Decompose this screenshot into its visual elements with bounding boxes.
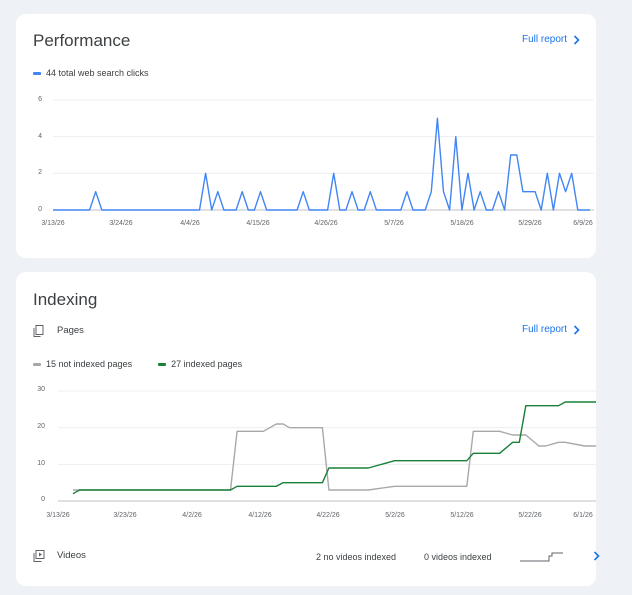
indexing-title: Indexing [33, 290, 98, 309]
full-report-label: Full report [521, 324, 567, 335]
y-tick-10: 10 [37, 460, 45, 467]
x-tick-label: 4/2/26 [182, 512, 202, 519]
legend-label-not-indexed: 15 not indexed pages [46, 359, 133, 369]
video-icon [33, 550, 45, 562]
performance-legend[interactable]: 44 total web search clicks [33, 68, 149, 78]
y-tick-6: 6 [38, 96, 42, 103]
pages-label: Pages [57, 325, 84, 336]
x-tick-label: 3/23/26 [113, 512, 137, 519]
legend-indexed[interactable]: 27 indexed pages [158, 359, 242, 369]
pages-icon [33, 325, 44, 337]
legend-swatch-clicks [33, 71, 41, 75]
indexing-legend: 15 not indexed pages 27 indexed pages [33, 359, 268, 369]
x-tick-label: 4/26/26 [314, 220, 338, 227]
legend-swatch-indexed [158, 362, 167, 366]
y-tick-0: 0 [38, 206, 42, 213]
y-tick-20: 20 [37, 423, 45, 430]
indexing-full-report-link[interactable]: Full report [522, 324, 580, 335]
indexing-card: Indexing Pages Full report 15 not indexe… [16, 272, 600, 586]
x-tick-label: 6/1/26 [573, 512, 593, 519]
performance-card: Performance Full report 44 total web sea… [16, 14, 596, 258]
x-tick-label: 3/24/26 [109, 220, 133, 227]
x-tick-label: 3/13/26 [41, 220, 65, 227]
legend-swatch-not-indexed [33, 362, 41, 366]
x-tick-label: 4/15/26 [246, 220, 270, 227]
x-tick-label: 6/9/26 [573, 220, 593, 227]
x-tick-label: 5/12/26 [450, 512, 474, 519]
videos-indexed-count: 0 videos indexed [424, 552, 492, 562]
x-tick-label: 3/13/26 [46, 512, 70, 519]
series-line-clicks [53, 117, 590, 211]
x-tick-label: 4/4/26 [180, 220, 200, 227]
y-tick-4: 4 [38, 133, 42, 140]
y-tick-30: 30 [37, 386, 45, 393]
performance-full-report-link[interactable]: Full report [522, 34, 580, 45]
legend-label-clicks: 44 total web search clicks [46, 68, 149, 78]
videos-label: Videos [57, 550, 86, 561]
x-tick-label: 5/7/26 [384, 220, 404, 227]
full-report-label: Full report [521, 34, 567, 45]
chevron-right-icon [573, 324, 580, 335]
legend-label-indexed: 27 indexed pages [171, 359, 243, 369]
series-line-indexed [72, 401, 596, 495]
x-tick-label: 5/2/26 [385, 512, 405, 519]
performance-title: Performance [33, 31, 131, 50]
x-tick-label: 4/22/26 [316, 512, 340, 519]
videos-sparkline [519, 549, 565, 562]
no-videos-indexed-count: 2 no videos indexed [316, 552, 397, 562]
legend-not-indexed[interactable]: 15 not indexed pages [33, 359, 132, 369]
x-tick-label: 5/18/26 [450, 220, 474, 227]
performance-chart [53, 99, 594, 211]
x-tick-label: 4/12/26 [248, 512, 272, 519]
x-tick-label: 5/29/26 [518, 220, 542, 227]
videos-chevron-right-icon[interactable] [593, 551, 600, 561]
y-tick-2: 2 [38, 169, 42, 176]
x-tick-label: 5/22/26 [518, 512, 542, 519]
indexing-chart [58, 390, 596, 502]
chevron-right-icon [573, 34, 580, 45]
series-line-not-indexed [73, 423, 596, 491]
y-tick-0: 0 [41, 496, 45, 503]
